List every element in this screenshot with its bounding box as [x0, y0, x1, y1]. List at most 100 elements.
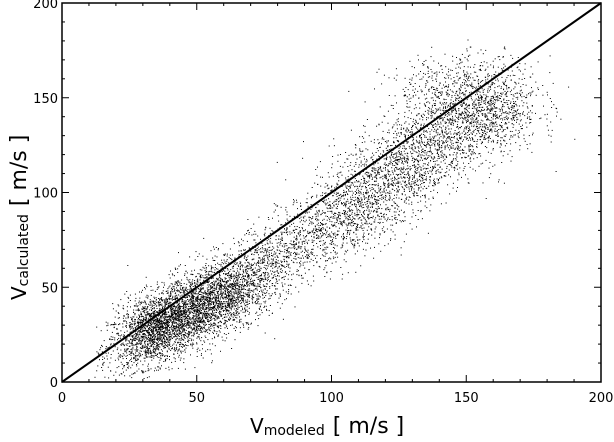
scatter-point	[186, 291, 188, 292]
scatter-point	[266, 286, 268, 288]
scatter-point	[211, 282, 213, 284]
scatter-point	[142, 289, 143, 291]
scatter-point	[144, 288, 146, 290]
scatter-point	[172, 291, 174, 293]
scatter-point	[129, 300, 131, 301]
scatter-point	[227, 269, 229, 271]
scatter-point	[182, 331, 184, 333]
scatter-point	[161, 340, 163, 342]
scatter-point	[188, 311, 190, 313]
scatter-point	[177, 330, 179, 332]
scatter-point	[204, 324, 206, 326]
scatter-point	[215, 300, 217, 302]
scatter-point	[163, 345, 165, 347]
scatter-point	[112, 339, 114, 340]
scatter-point	[141, 348, 143, 350]
scatter-point	[232, 283, 234, 285]
scatter-point	[151, 338, 153, 340]
scatter-point	[161, 315, 163, 317]
scatter-point	[234, 285, 236, 287]
scatter-point	[172, 318, 174, 320]
scatter-point	[266, 292, 268, 294]
scatter-point	[179, 319, 181, 321]
scatter-point	[226, 280, 228, 282]
scatter-point	[237, 282, 239, 284]
scatter-point	[120, 349, 122, 351]
scatter-point	[136, 334, 138, 336]
scatter-point	[293, 262, 295, 264]
scatter-point	[204, 335, 206, 337]
scatter-point	[175, 335, 177, 337]
scatter-point	[218, 287, 220, 289]
scatter-point	[197, 320, 199, 322]
scatter-point	[122, 305, 124, 307]
scatter-point	[261, 275, 262, 277]
scatter-point	[230, 324, 232, 326]
scatter-point	[208, 294, 210, 296]
scatter-point	[220, 303, 222, 305]
scatter-point	[173, 333, 175, 335]
scatter-point	[234, 277, 236, 279]
scatter-point	[185, 303, 187, 305]
scatter-point	[269, 249, 271, 251]
scatter-point	[239, 286, 241, 288]
scatter-point	[218, 300, 219, 302]
scatter-point	[172, 322, 174, 324]
scatter-point	[217, 316, 219, 318]
scatter-point	[172, 317, 174, 319]
scatter-point	[177, 304, 179, 305]
scatter-point	[224, 314, 226, 316]
scatter-point	[246, 294, 248, 296]
scatter-point	[150, 349, 151, 351]
scatter-point	[202, 304, 204, 306]
scatter-point	[182, 310, 184, 312]
scatter-point	[157, 301, 159, 303]
scatter-point	[166, 313, 168, 315]
scatter-point	[114, 322, 115, 324]
scatter-point	[175, 316, 177, 318]
scatter-point	[213, 297, 215, 299]
scatter-point	[243, 272, 245, 274]
scatter-point	[204, 296, 206, 298]
scatter-point	[143, 357, 145, 359]
scatter-point	[102, 369, 104, 371]
scatter-point	[311, 241, 313, 243]
scatter-point	[151, 300, 153, 302]
scatter-point	[214, 282, 216, 284]
scatter-point	[261, 279, 263, 280]
scatter-point	[286, 227, 288, 229]
scatter-point	[208, 273, 210, 275]
scatter-point	[158, 293, 160, 295]
scatter-point	[197, 310, 199, 312]
scatter-point	[228, 277, 230, 279]
scatter-point	[189, 316, 190, 318]
scatter-point	[148, 331, 150, 333]
scatter-point	[237, 302, 238, 304]
scatter-point	[141, 335, 143, 337]
scatter-point	[177, 323, 178, 325]
scatter-point	[271, 273, 273, 275]
scatter-point	[147, 313, 149, 315]
scatter-point	[200, 296, 202, 298]
scatter-point	[217, 278, 219, 280]
scatter-point	[162, 290, 164, 292]
scatter-point	[159, 303, 161, 305]
scatter-point	[186, 326, 187, 328]
scatter-point	[233, 308, 235, 310]
scatter-point	[104, 357, 105, 359]
scatter-point	[333, 250, 334, 252]
scatter-point	[209, 317, 211, 319]
scatter-point	[225, 281, 227, 282]
scatter-point	[159, 328, 161, 330]
scatter-point	[274, 261, 276, 263]
scatter-point	[281, 277, 283, 279]
scatter-point	[173, 343, 175, 345]
scatter-point	[163, 301, 165, 303]
scatter-point	[248, 232, 250, 233]
scatter-point	[207, 282, 209, 283]
scatter-point	[171, 310, 173, 312]
scatter-point	[142, 347, 144, 349]
scatter-point	[220, 309, 222, 310]
scatter-point	[208, 280, 210, 282]
scatter-point	[168, 302, 170, 304]
